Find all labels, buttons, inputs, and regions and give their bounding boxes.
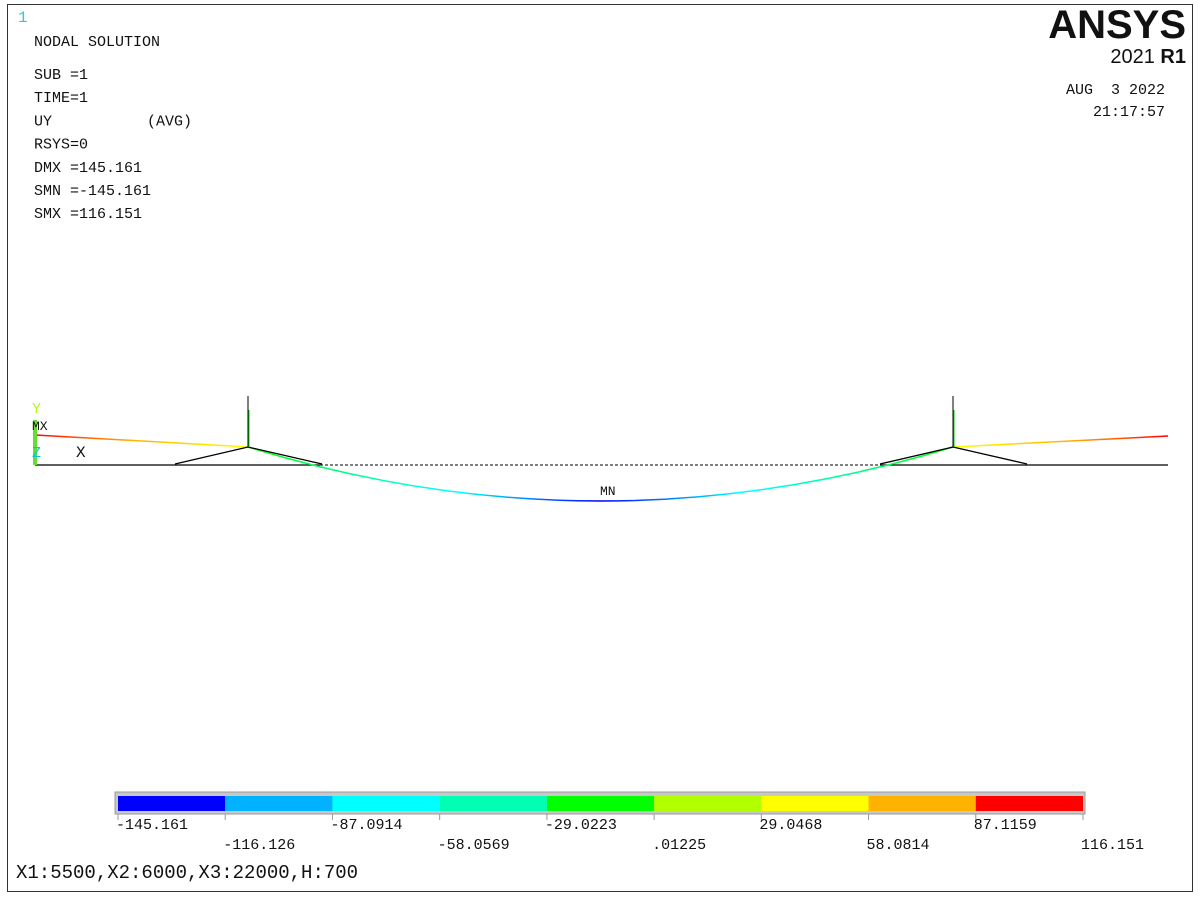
legend-label: 29.0468 <box>759 817 822 834</box>
logo-brand: ANSYS <box>1048 3 1186 47</box>
max-marker: MX <box>32 419 48 434</box>
z-axis-label: Z <box>32 445 41 462</box>
frame <box>7 4 1193 892</box>
logo-version: 2021 R1 <box>1110 46 1186 68</box>
legend-swatch <box>654 796 762 811</box>
header-line: SMN =-145.161 <box>34 183 151 200</box>
time: 21:17:57 <box>1093 104 1165 121</box>
legend-label: -116.126 <box>223 837 295 854</box>
legend-swatch <box>761 796 869 811</box>
legend-swatch <box>546 796 655 811</box>
header-line: SMX =116.151 <box>34 206 142 223</box>
header-line: UY <box>34 113 52 130</box>
legend-swatch <box>118 796 226 811</box>
legend-swatch <box>975 796 1083 811</box>
legend-label: -58.0569 <box>438 837 510 854</box>
legend-label: 116.151 <box>1081 837 1144 854</box>
status-line: X1:5500,X2:6000,X3:22000,H:700 <box>16 862 358 884</box>
title: NODAL SOLUTION <box>34 34 160 51</box>
legend-swatch <box>332 796 440 811</box>
legend-label: .01225 <box>652 837 706 854</box>
header-line: TIME=1 <box>34 90 88 107</box>
legend-label: -87.0914 <box>330 817 402 834</box>
legend-swatch <box>868 796 976 811</box>
x-axis-label: X <box>76 444 86 462</box>
release: R1 <box>1160 46 1186 68</box>
header-line: SUB =1 <box>34 67 88 84</box>
version: 2021 <box>1110 46 1155 68</box>
legend-swatch <box>439 796 547 811</box>
legend-label: -29.0223 <box>545 817 617 834</box>
legend-label: 87.1159 <box>974 817 1037 834</box>
min-marker: MN <box>600 484 616 499</box>
date: AUG 3 2022 <box>1066 82 1165 99</box>
y-axis-label: Y <box>32 401 41 418</box>
header-line: RSYS=0 <box>34 137 88 154</box>
header-line: DMX =145.161 <box>34 160 142 177</box>
legend-label: 58.0814 <box>867 837 930 854</box>
legend: -145.161 -116.126 -87.0914 -58.0569 -29.0223… <box>116 796 1144 854</box>
legend-label: -145.161 <box>116 817 188 834</box>
window-number: 1 <box>18 9 28 27</box>
header-lines: SUB =1 TIME=1 UY (AVG) RSYS=0 DMX =145.161 SMN… <box>34 67 192 223</box>
header-line: (AVG) <box>147 113 192 130</box>
model <box>33 396 1169 502</box>
legend-swatch <box>225 796 333 811</box>
